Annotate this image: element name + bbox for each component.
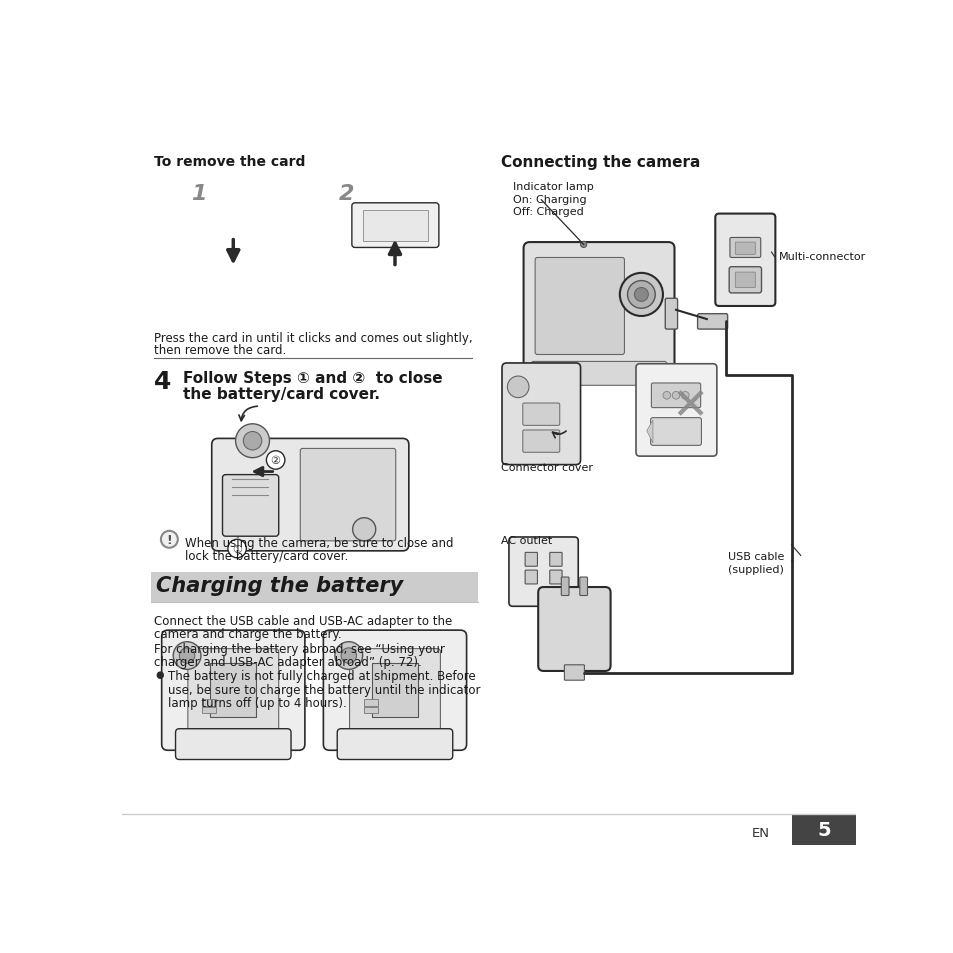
FancyBboxPatch shape: [349, 649, 440, 732]
FancyBboxPatch shape: [202, 700, 216, 706]
Text: The battery is not fully charged at shipment. Before: The battery is not fully charged at ship…: [168, 670, 476, 682]
Text: For charging the battery abroad, see “Using your: For charging the battery abroad, see “Us…: [153, 642, 444, 655]
FancyBboxPatch shape: [352, 204, 438, 248]
FancyBboxPatch shape: [728, 268, 760, 294]
Text: ①: ①: [232, 544, 242, 554]
Text: ●: ●: [155, 670, 164, 679]
Text: Charging the battery: Charging the battery: [155, 576, 402, 596]
Circle shape: [680, 392, 688, 399]
FancyBboxPatch shape: [336, 729, 453, 760]
Text: 2: 2: [338, 184, 354, 204]
FancyBboxPatch shape: [210, 663, 256, 718]
Text: ②: ②: [271, 456, 280, 465]
FancyBboxPatch shape: [549, 571, 561, 584]
Bar: [151, 573, 477, 602]
Text: Connect the USB cable and USB-AC adapter to the: Connect the USB cable and USB-AC adapter…: [153, 615, 452, 627]
FancyBboxPatch shape: [175, 729, 291, 760]
FancyBboxPatch shape: [523, 243, 674, 371]
FancyBboxPatch shape: [222, 476, 278, 537]
FancyBboxPatch shape: [535, 258, 624, 355]
Circle shape: [179, 648, 194, 663]
Text: When using the camera, be sure to close and: When using the camera, be sure to close …: [185, 537, 453, 550]
Text: On: Charging: On: Charging: [513, 194, 586, 204]
Text: To remove the card: To remove the card: [153, 154, 305, 169]
Circle shape: [662, 392, 670, 399]
FancyBboxPatch shape: [651, 383, 700, 408]
FancyBboxPatch shape: [212, 439, 409, 551]
FancyBboxPatch shape: [697, 314, 727, 330]
FancyBboxPatch shape: [636, 364, 716, 456]
Circle shape: [627, 281, 655, 309]
FancyBboxPatch shape: [202, 707, 216, 714]
Text: Press the card in until it clicks and comes out slightly,: Press the card in until it clicks and co…: [153, 332, 472, 344]
FancyBboxPatch shape: [364, 700, 377, 706]
FancyBboxPatch shape: [729, 238, 760, 258]
Text: 1: 1: [191, 184, 206, 204]
Text: lock the battery/card cover.: lock the battery/card cover.: [185, 550, 348, 562]
Circle shape: [235, 424, 269, 458]
Text: EN: EN: [751, 826, 769, 840]
Text: camera and charge the battery.: camera and charge the battery.: [153, 627, 341, 640]
Circle shape: [266, 452, 285, 470]
FancyBboxPatch shape: [524, 553, 537, 567]
Polygon shape: [646, 420, 652, 443]
Text: lamp turns off (up to 4 hours).: lamp turns off (up to 4 hours).: [168, 696, 346, 709]
FancyBboxPatch shape: [522, 431, 559, 453]
Circle shape: [672, 392, 679, 399]
Circle shape: [243, 432, 261, 451]
FancyBboxPatch shape: [579, 578, 587, 596]
FancyBboxPatch shape: [524, 571, 537, 584]
Circle shape: [173, 642, 201, 670]
Text: the battery/card cover.: the battery/card cover.: [183, 387, 380, 401]
Circle shape: [507, 376, 528, 398]
FancyBboxPatch shape: [549, 553, 561, 567]
FancyBboxPatch shape: [364, 707, 377, 714]
Circle shape: [619, 274, 662, 316]
FancyBboxPatch shape: [323, 631, 466, 750]
Circle shape: [634, 288, 648, 302]
FancyBboxPatch shape: [735, 273, 755, 288]
Circle shape: [161, 531, 177, 548]
Circle shape: [341, 648, 356, 663]
Text: Off: Charged: Off: Charged: [513, 207, 583, 216]
Text: use, be sure to charge the battery until the indicator: use, be sure to charge the battery until…: [168, 682, 479, 696]
Text: Indicator lamp: Indicator lamp: [513, 182, 593, 193]
Bar: [791, 814, 856, 845]
Circle shape: [228, 539, 246, 558]
FancyBboxPatch shape: [531, 362, 666, 386]
Text: Multi-connector: Multi-connector: [778, 252, 864, 261]
FancyBboxPatch shape: [664, 299, 677, 330]
FancyBboxPatch shape: [564, 665, 584, 680]
Text: Connector cover: Connector cover: [500, 463, 593, 473]
FancyBboxPatch shape: [161, 631, 305, 750]
Text: Connecting the camera: Connecting the camera: [500, 154, 700, 170]
FancyBboxPatch shape: [715, 214, 775, 307]
Text: charger and USB-AC adapter abroad” (p. 72).: charger and USB-AC adapter abroad” (p. 7…: [153, 655, 421, 668]
Text: Follow Steps ① and ②  to close: Follow Steps ① and ② to close: [183, 371, 442, 385]
Text: 4: 4: [153, 370, 172, 394]
Circle shape: [335, 642, 362, 670]
Text: (supplied): (supplied): [728, 564, 783, 575]
FancyBboxPatch shape: [537, 587, 610, 671]
Text: !: !: [167, 534, 172, 546]
Text: 5: 5: [816, 821, 830, 840]
Circle shape: [353, 518, 375, 541]
FancyBboxPatch shape: [372, 663, 417, 718]
FancyBboxPatch shape: [522, 403, 559, 426]
Text: ✕: ✕: [671, 385, 708, 428]
FancyBboxPatch shape: [362, 211, 428, 241]
Text: USB cable: USB cable: [728, 551, 784, 561]
FancyBboxPatch shape: [650, 418, 700, 446]
FancyBboxPatch shape: [508, 537, 578, 607]
Text: AC outlet: AC outlet: [500, 536, 552, 546]
FancyBboxPatch shape: [300, 449, 395, 541]
FancyBboxPatch shape: [501, 364, 580, 465]
FancyBboxPatch shape: [560, 578, 568, 596]
Text: then remove the card.: then remove the card.: [153, 344, 286, 356]
FancyBboxPatch shape: [735, 243, 755, 255]
FancyBboxPatch shape: [188, 649, 278, 732]
Circle shape: [580, 242, 586, 248]
